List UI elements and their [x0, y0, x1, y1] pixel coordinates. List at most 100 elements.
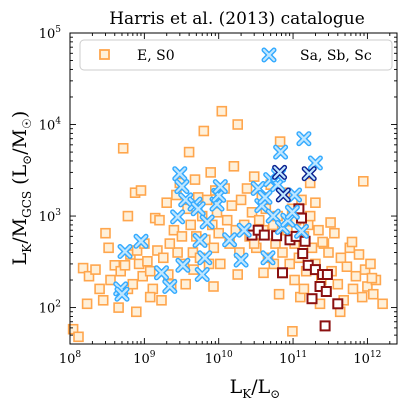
legend-label-spirals: Sa, Sb, Sc [300, 48, 372, 64]
tick-labels: 108 109 1010 1011 1012 102 103 104 105 [39, 25, 382, 367]
data-point-square [208, 281, 219, 292]
data-point-square [350, 270, 362, 282]
data-point-x [272, 164, 288, 180]
data-point-x [117, 244, 133, 259]
y-label-unit-open: (L [9, 164, 31, 190]
data-point-square [119, 259, 131, 271]
legend: E, S0 Sa, Sb, Sc [79, 39, 393, 71]
data-point-square [81, 298, 93, 310]
data-point-square [277, 267, 288, 279]
data-point-square [366, 272, 378, 284]
data-point-square [103, 242, 114, 254]
data-point-square [273, 288, 285, 300]
data-point-x [197, 250, 213, 266]
y-axis-label: LK/MGCS (L⊙/M☉) [9, 111, 34, 266]
x-tick-label: 109 [133, 350, 156, 367]
data-point-square [158, 252, 169, 264]
data-point-x [170, 209, 186, 225]
data-point-square [83, 270, 95, 282]
legend-square-marker [99, 49, 110, 60]
series-3 [272, 164, 317, 203]
data-point-square [154, 214, 165, 226]
y-label-unit-sep: /M [9, 129, 31, 155]
data-point-square [289, 274, 300, 286]
data-point-x [190, 201, 206, 217]
data-point-square [332, 278, 344, 290]
data-point-square [274, 136, 286, 147]
data-point-x [257, 189, 273, 205]
data-point-x [172, 166, 188, 182]
y-label-main: L [9, 252, 31, 265]
data-point-square [164, 238, 176, 249]
data-point-square [258, 267, 269, 279]
data-point-x [294, 223, 309, 239]
data-point-square [287, 325, 298, 337]
data-point-square [117, 143, 129, 154]
data-point-square [365, 258, 376, 270]
data-point-square [310, 197, 321, 208]
data-point-square [109, 259, 121, 271]
data-point-x [175, 257, 191, 273]
data-point-x [154, 265, 169, 281]
data-point-x [114, 286, 130, 302]
data-point-square [213, 227, 224, 239]
data-point-square [320, 286, 332, 297]
data-point-square [306, 242, 318, 254]
legend-box [79, 39, 393, 71]
data-point-square [113, 302, 124, 313]
x-label-unit: L [258, 376, 271, 398]
legend-label-es0: E, S0 [137, 48, 175, 64]
x-axis-label: LK/L⊙ [230, 376, 281, 401]
data-point-x [174, 179, 190, 195]
data-point-x [192, 233, 208, 248]
svg-text:LK/L⊙: LK/L⊙ [230, 376, 281, 401]
data-point-square [131, 306, 142, 318]
chart-title: Harris et al. (2013) catalogue [109, 9, 365, 29]
x-tick-label: 108 [59, 350, 82, 367]
data-point-square [346, 236, 358, 248]
y-tick-label: 105 [39, 25, 62, 42]
data-point-x [265, 208, 281, 224]
y-tick-label: 102 [39, 300, 61, 317]
data-point-x [301, 166, 317, 182]
data-point-square [325, 217, 336, 228]
chart-title-group: Harris et al. (2013) catalogue [109, 9, 365, 29]
data-point-square [306, 293, 318, 305]
data-point-x [199, 214, 215, 230]
data-point-square [73, 331, 84, 343]
data-point-x [287, 187, 303, 203]
data-point-x [260, 250, 276, 266]
data-point-square [105, 274, 116, 286]
data-point-square [97, 294, 109, 306]
data-point-x [133, 233, 149, 249]
x-label-unit-symbol: ⊙ [270, 387, 280, 401]
data-point-square [241, 183, 253, 194]
y-label-unit-close: ) [9, 111, 31, 118]
data-point-square [341, 261, 353, 273]
data-point-x [296, 131, 312, 147]
data-point-square [100, 227, 111, 239]
data-point-square [156, 294, 167, 306]
data-point-square [248, 171, 260, 182]
data-point-square [142, 255, 153, 267]
data-point-square [253, 214, 265, 226]
data-point-square [335, 252, 347, 264]
data-point-square [161, 197, 172, 208]
data-point-square [277, 247, 288, 258]
y-label-sep: /M [9, 218, 31, 244]
x-tick-label: 1011 [279, 350, 307, 367]
plot-frame [69, 32, 398, 345]
data-point-square [353, 249, 365, 260]
data-point-square [122, 210, 134, 222]
data-point-square [359, 264, 371, 275]
data-point-square [332, 298, 344, 310]
data-point-square [127, 278, 139, 290]
data-point-square [377, 298, 388, 310]
data-point-square [298, 283, 310, 295]
y-label-sub-2: GCS [20, 191, 34, 218]
data-point-x [233, 252, 249, 268]
data-point-x [275, 187, 291, 203]
data-point-x [178, 192, 194, 208]
data-point-square [226, 200, 238, 211]
data-point-x [307, 155, 323, 171]
